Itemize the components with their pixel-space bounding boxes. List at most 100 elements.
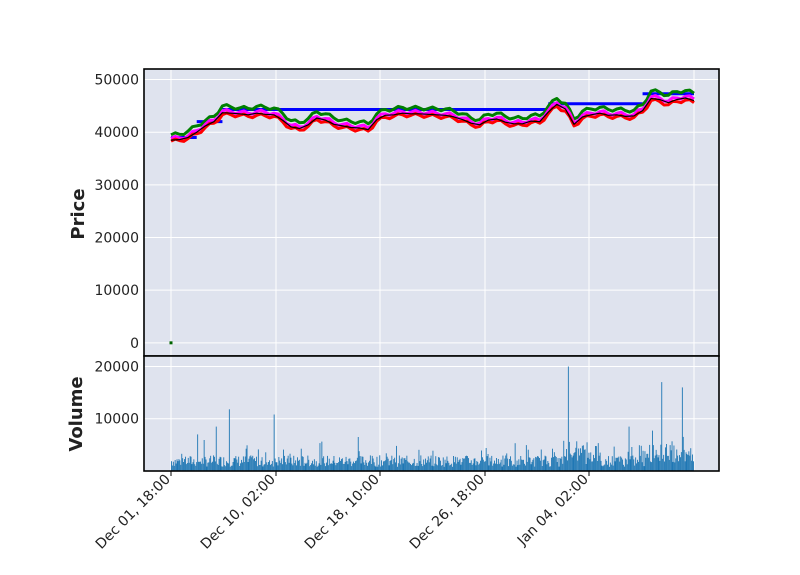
volume-bar — [297, 457, 298, 471]
volume-bar — [556, 462, 558, 471]
volume-bar — [664, 461, 665, 471]
volume-bar — [650, 461, 651, 471]
volume-bar — [598, 455, 600, 471]
volume-bar — [283, 449, 284, 471]
volume-bar — [243, 462, 245, 471]
volume-bar — [662, 458, 664, 471]
volume-bar — [366, 462, 368, 471]
volume-bar — [678, 461, 679, 471]
volume-bar — [228, 463, 229, 471]
volume-bar — [326, 462, 327, 471]
volume-bar — [378, 464, 380, 471]
volume-bar — [241, 459, 242, 471]
volume-bar — [679, 455, 680, 471]
volume-bar — [608, 456, 609, 471]
volume-bar — [231, 465, 233, 471]
volume-bar — [624, 458, 626, 471]
volume-bar — [604, 464, 606, 471]
volume-bar — [616, 457, 618, 471]
volume-bar — [621, 457, 623, 471]
volume-bar — [597, 443, 599, 471]
volume-bar — [553, 452, 555, 471]
volume-bar — [175, 463, 177, 471]
volume-bar — [473, 458, 475, 471]
volume-bar — [560, 458, 562, 471]
volume-bar — [475, 465, 477, 471]
volume-bar — [333, 456, 335, 471]
volume-bar — [329, 464, 331, 471]
volume-bar — [200, 463, 202, 471]
volume-bar — [254, 458, 255, 471]
volume-bar — [652, 445, 654, 471]
volume-bar — [262, 466, 264, 471]
volume-bar — [408, 462, 410, 471]
series-upper-line — [170, 88, 695, 137]
volume-bar — [489, 457, 491, 471]
volume-bar — [462, 458, 464, 471]
volume-bar — [348, 458, 350, 471]
volume-bar — [309, 466, 311, 471]
volume-bar — [286, 458, 288, 471]
volume-bar — [345, 456, 347, 471]
volume-bar — [184, 459, 185, 471]
volume-bar — [223, 457, 225, 471]
volume-bar — [654, 455, 656, 471]
volume-bar — [313, 464, 314, 471]
volume-bar — [441, 465, 443, 471]
volume-bar — [576, 441, 578, 471]
volume-bar — [214, 461, 216, 471]
volume-bar — [219, 456, 221, 471]
volume-bar — [641, 462, 643, 471]
volume-bar — [566, 449, 567, 471]
volume-bar — [507, 458, 509, 471]
volume-bar — [347, 464, 349, 471]
volume-bar — [495, 463, 496, 471]
volume-bar — [567, 460, 568, 471]
volume-bar — [498, 464, 500, 471]
volume-bar — [226, 461, 227, 471]
volume-bar — [414, 466, 416, 471]
volume-bar — [316, 466, 318, 471]
volume-bar — [436, 464, 438, 471]
volume-bar — [467, 456, 468, 471]
volume-bar — [291, 463, 293, 471]
volume-bar — [607, 464, 608, 471]
volume-bar — [539, 460, 541, 471]
volume-bar — [369, 455, 371, 471]
volume-bar — [518, 459, 520, 471]
volume-bar — [210, 455, 212, 471]
volume-bar — [537, 456, 538, 471]
volume-bar — [637, 459, 638, 471]
volume-bar — [365, 460, 367, 471]
volume-bar — [235, 456, 237, 471]
volume-bar — [691, 460, 693, 471]
price-tick-label-1: 10000 — [94, 283, 139, 299]
volume-bars — [171, 366, 694, 472]
volume-bar — [393, 459, 395, 471]
volume-bar — [533, 458, 535, 471]
volume-bar — [197, 434, 199, 471]
volume-bar — [360, 463, 362, 471]
volume-bar — [379, 455, 381, 471]
volume-bar — [593, 454, 594, 471]
volume-bar — [361, 456, 363, 471]
volume-bar — [671, 441, 673, 471]
volume-bar — [525, 465, 526, 471]
volume-bar — [563, 440, 565, 471]
volume-bar — [267, 464, 269, 471]
volume-bar — [626, 464, 628, 471]
volume-bar — [198, 461, 199, 471]
volume-bar — [317, 465, 319, 471]
volume-bar — [514, 443, 516, 471]
volume-bar — [568, 441, 570, 471]
volume-bar — [440, 465, 442, 471]
volume-bar — [558, 466, 560, 471]
volume-bar — [455, 463, 457, 471]
volume-bar — [245, 448, 247, 471]
volume-bar — [230, 465, 232, 471]
volume-bar — [284, 455, 285, 471]
volume-bar — [323, 456, 325, 471]
volume-bar — [258, 465, 260, 471]
volume-bar — [526, 461, 528, 471]
